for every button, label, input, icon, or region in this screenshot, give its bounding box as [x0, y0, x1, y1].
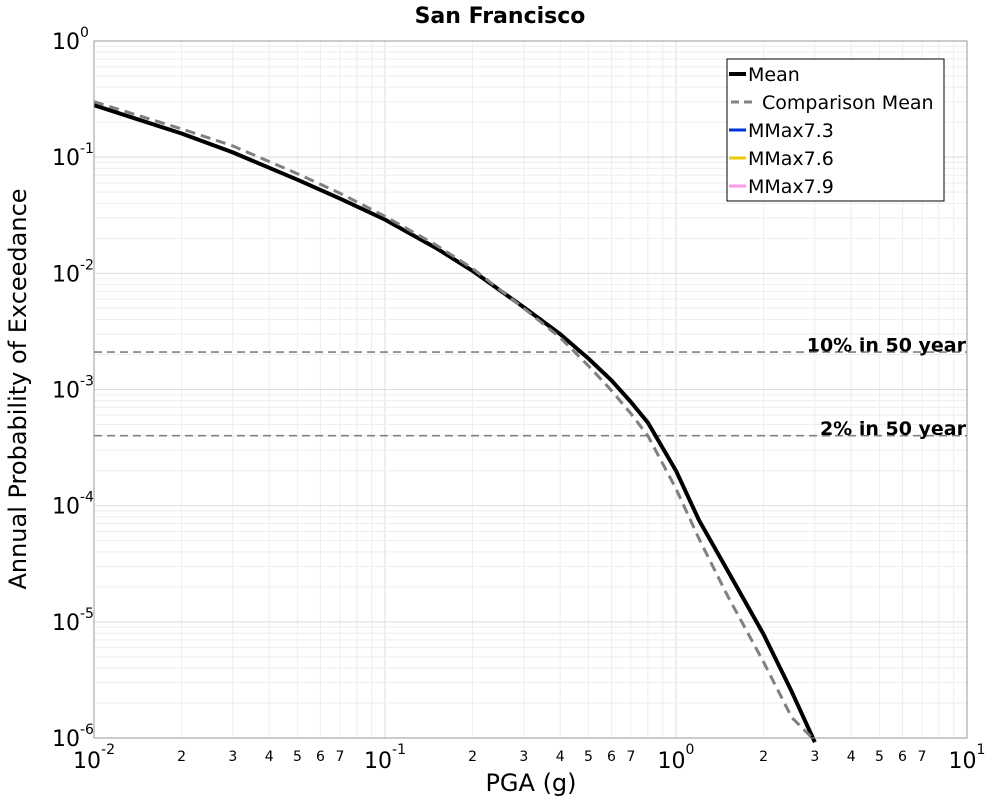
x-tick-base: 10 [73, 749, 101, 774]
x-minor-tick-label: 5 [584, 749, 593, 765]
x-minor-tick-label: 7 [626, 749, 635, 765]
x-minor-tick-label: 2 [177, 749, 186, 765]
y-tick-label: 100 [52, 25, 89, 55]
legend-box [726, 58, 945, 202]
x-minor-tick-label: 3 [810, 749, 819, 765]
x-minor-tick-label: 5 [293, 749, 302, 765]
x-minor-tick-label: 7 [335, 749, 344, 765]
chart-title: San Francisco [415, 4, 586, 29]
x-tick-label: 100 [658, 742, 695, 774]
x-tick-exponent: 1 [977, 742, 986, 758]
legend: Mean Comparison Mean MMax7.3 MMax7.6 MMax7.9 [726, 58, 945, 202]
y-tick-base: 10 [52, 379, 80, 404]
y-axis-label: Annual Probability of Exceedance [4, 188, 32, 589]
x-tick-exponent: -1 [392, 742, 406, 758]
x-tick-base: 10 [949, 749, 977, 774]
legend-label: MMax7.9 [748, 176, 834, 198]
y-tick-label: 10-3 [52, 374, 94, 404]
x-minor-tick-label: 6 [607, 749, 616, 765]
x-axis-label: PGA (g) [485, 769, 576, 797]
x-minor-tick-label: 7 [917, 749, 926, 765]
series-line-comparison-mean [93, 100, 816, 742]
reference-lines: 10% in 50 year 2% in 50 year [94, 335, 967, 440]
x-minor-tick-label: 4 [847, 749, 856, 765]
series-group [93, 100, 817, 744]
y-tick-base: 10 [52, 611, 80, 636]
y-tick-label: 10-4 [52, 490, 94, 520]
x-tick-exponent: 0 [686, 742, 695, 758]
x-tick-label: 101 [949, 742, 986, 774]
y-tick-exponent: 0 [80, 25, 89, 41]
x-tick-label: 10-1 [364, 742, 406, 774]
x-minor-tick-label: 2 [759, 749, 768, 765]
grid [93, 41, 967, 739]
x-tick-base: 10 [364, 749, 392, 774]
x-tick-base: 10 [658, 749, 686, 774]
x-minor-tick-label: 3 [228, 749, 237, 765]
y-tick-exponent: -4 [80, 490, 94, 506]
y-tick-exponent: -6 [80, 722, 94, 738]
y-tick-exponent: -2 [80, 257, 94, 273]
legend-label: MMax7.3 [748, 120, 834, 142]
reference-line-label: 2% in 50 year [820, 418, 967, 440]
y-tick-base: 10 [52, 30, 80, 55]
y-tick-base: 10 [52, 262, 80, 287]
x-minor-tick-label: 4 [265, 749, 274, 765]
y-tick-label: 10-2 [52, 257, 94, 287]
x-minor-tick-label: 2 [468, 749, 477, 765]
legend-label: Comparison Mean [762, 92, 934, 114]
x-minor-tick-label: 4 [556, 749, 565, 765]
y-tick-label: 10-5 [52, 606, 94, 636]
legend-label: MMax7.6 [748, 148, 834, 170]
y-tick-base: 10 [52, 727, 80, 752]
y-tick-base: 10 [52, 146, 80, 171]
x-tick-exponent: -2 [101, 742, 115, 758]
y-tick-base: 10 [52, 495, 80, 520]
x-tick-label: 10-2 [73, 742, 115, 774]
plot-frame [93, 40, 968, 739]
y-tick-exponent: -3 [80, 374, 94, 390]
y-tick-label: 10-6 [52, 722, 94, 752]
x-minor-tick-label: 6 [898, 749, 907, 765]
x-minor-tick-label: 6 [316, 749, 325, 765]
legend-label: Mean [748, 64, 800, 86]
reference-line-label: 10% in 50 year [807, 335, 967, 357]
y-tick-exponent: -1 [80, 141, 94, 157]
x-minor-tick-label: 5 [875, 749, 884, 765]
y-tick-label: 10-1 [52, 141, 94, 171]
x-minor-tick-label: 3 [519, 749, 528, 765]
series-line-mean [93, 103, 817, 744]
y-tick-exponent: -5 [80, 606, 94, 622]
